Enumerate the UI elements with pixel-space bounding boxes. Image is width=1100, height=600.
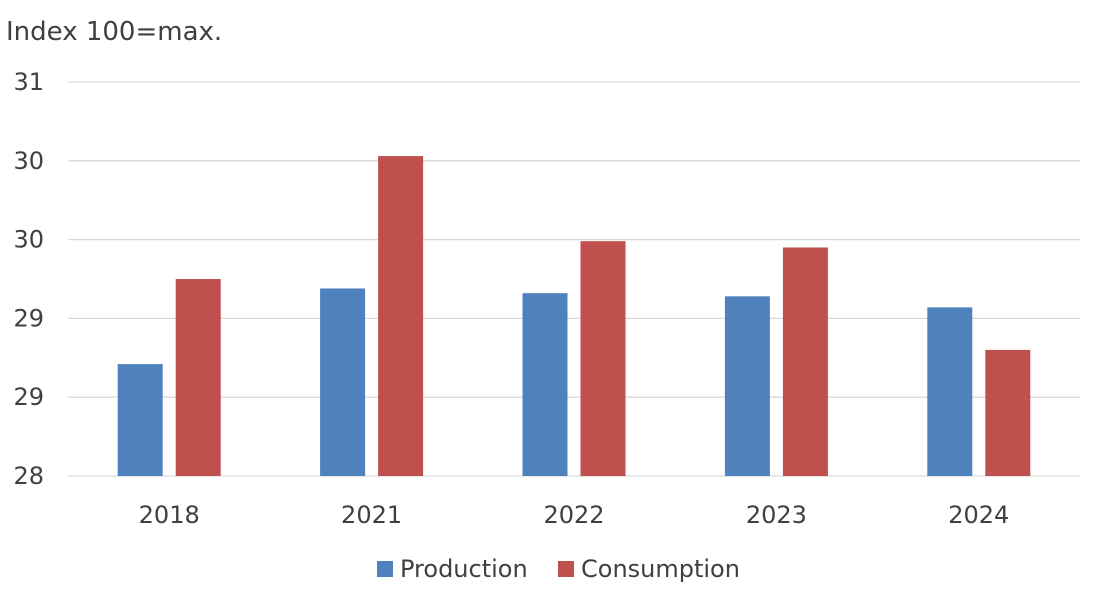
x-tick-label: 2022: [543, 501, 604, 529]
bar-production-2022: [522, 293, 568, 476]
y-tick-label: 28: [13, 462, 44, 490]
bar-consumption-2022: [580, 241, 626, 476]
y-tick-label: 30: [13, 226, 44, 254]
x-tick-label: 2023: [746, 501, 807, 529]
x-axis-tick-labels: 2018 2021 2022 2023 2024: [139, 501, 1010, 529]
bars: [117, 156, 1031, 476]
y-tick-label: 31: [13, 68, 44, 96]
y-axis-tick-labels: 28 29 29 30 30 31: [13, 68, 44, 490]
bar-consumption-2024: [985, 349, 1031, 476]
y-tick-label: 29: [13, 383, 44, 411]
bar-consumption-2023: [782, 247, 828, 476]
gridlines: [68, 81, 1080, 477]
legend: Production Consumption: [377, 555, 740, 583]
bar-consumption-2018: [175, 279, 221, 476]
bar-production-2023: [724, 296, 770, 476]
x-tick-label: 2021: [341, 501, 402, 529]
x-tick-label: 2024: [948, 501, 1009, 529]
y-tick-label: 29: [13, 304, 44, 332]
bar-consumption-2021: [378, 156, 424, 476]
bar-production-2024: [927, 307, 973, 476]
legend-label-production: Production: [400, 555, 528, 583]
x-tick-label: 2018: [139, 501, 200, 529]
legend-swatch-consumption: [558, 561, 574, 577]
y-tick-label: 30: [13, 147, 44, 175]
unit-label: Index 100=max.: [6, 17, 222, 47]
bar-production-2021: [320, 288, 366, 476]
legend-swatch-production: [377, 561, 393, 577]
bar-production-2018: [117, 364, 163, 476]
legend-label-consumption: Consumption: [581, 555, 740, 583]
